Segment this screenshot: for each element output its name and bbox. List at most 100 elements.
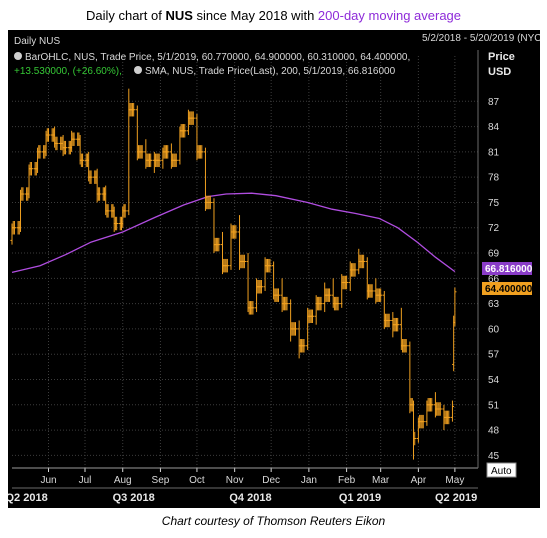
currency-axis-title: USD [488, 66, 511, 78]
ohlc-bar [38, 145, 42, 159]
x-tick-label: Feb [338, 475, 356, 486]
auto-button-label[interactable]: Auto [491, 466, 512, 477]
ohlc-bar [259, 280, 264, 294]
title-middle: since May 2018 with [192, 8, 318, 23]
ohlc-bar [379, 288, 383, 302]
ohlc-bar [89, 170, 93, 184]
price-chart: 45 48 51 54 57 60 63 66 69 72 75 78 81 84 87 Jun Jul Aug S… [8, 33, 540, 504]
x-tick-label: Sep [152, 475, 170, 486]
sma-layer [11, 192, 456, 274]
ohlc-bar [200, 145, 204, 159]
x-tick-label: Nov [226, 475, 244, 486]
ohlc-bar [12, 220, 17, 235]
auto-button-box[interactable] [486, 462, 517, 478]
y-tick-label: 51 [488, 400, 500, 411]
ohlc-bar [208, 195, 212, 210]
sma-200-line [11, 192, 456, 274]
x-tick-label: May [445, 475, 464, 486]
y-tick-label: 54 [488, 375, 500, 386]
ohlc-bar [140, 145, 144, 159]
y-tick-label: 84 [488, 122, 500, 133]
ohlc-bar [21, 187, 25, 201]
ohlc-bar [98, 187, 102, 201]
chart-caption: Chart courtesy of Thomson Reuters Eikon [161, 514, 386, 528]
auto-scale-button[interactable]: Auto [486, 462, 517, 478]
legend-clock-icon [14, 52, 22, 60]
ohlc-bar [413, 431, 417, 446]
y-tick-label: 66 [488, 274, 500, 285]
title-ticker: NUS [165, 8, 193, 23]
ohlc-bar [225, 258, 229, 273]
ohlc-legend: BarOHLC, NUS, Trade Price, 5/1/2019, 60.… [14, 52, 410, 63]
y-tick-label: 69 [488, 249, 500, 260]
title-moving-average: 200-day moving average [317, 8, 462, 23]
ohlc-bar [396, 317, 400, 332]
title-prefix: Daily chart of [85, 8, 166, 23]
ohlc-bar [450, 400, 455, 422]
ohlc-bar [80, 153, 85, 168]
ohlc-legend-text: BarOHLC, NUS, Trade Price, 5/1/2019, 60.… [25, 52, 410, 63]
quarter-label: Q2 2019 [435, 492, 477, 504]
price-axis-title: Price [488, 51, 515, 63]
ohlc-bar [293, 322, 298, 336]
y-tick-label: 75 [488, 198, 500, 209]
ohlc-bar [370, 284, 374, 298]
quarter-label: Q2 2018 [8, 492, 48, 504]
ohlc-bar [191, 111, 195, 125]
x-tick-label: Apr [411, 475, 427, 486]
x-tick-label: Jan [301, 475, 317, 486]
y-tick-label: 63 [488, 299, 500, 310]
ohlc-bar [217, 237, 221, 252]
x-tick-label: Mar [372, 475, 390, 486]
ohlc-bar [183, 124, 187, 138]
ohlc-bar [149, 153, 153, 168]
ohlc-bar [387, 313, 391, 328]
axis-layer: 45 48 51 54 57 60 63 66 69 72 75 78 81 84 87 Jun Jul Aug S… [8, 50, 500, 504]
ohlc-bar [344, 275, 349, 290]
quarter-label: Q4 2018 [229, 492, 271, 504]
ohlc-bar [63, 140, 68, 155]
ohlc-bar [327, 288, 332, 302]
x-tick-label: Jul [79, 475, 92, 486]
ohlc-bar [166, 145, 170, 159]
x-tick-label: Jun [40, 475, 56, 486]
price-change-text: +13.530000, (+26.60%), [14, 66, 122, 77]
ohlc-bar [55, 136, 59, 151]
ohlc-bar [242, 254, 246, 269]
y-tick-label: 81 [488, 147, 500, 158]
x-tick-label: Aug [114, 475, 132, 486]
ohlc-bar [46, 128, 51, 142]
sma-badge-box [482, 262, 532, 275]
price-badge-box [482, 282, 532, 295]
chart-name-label: Daily NUS [14, 36, 60, 47]
ohlc-bar [72, 132, 76, 146]
y-tick-label: 57 [488, 350, 500, 361]
sma-badge-value: 66.816000 [485, 264, 533, 275]
ohlc-bar [132, 102, 136, 117]
ohlc-bar [285, 296, 289, 311]
ohlc-bar [115, 216, 119, 231]
y-tick-label: 87 [488, 97, 500, 108]
sma-legend-clock-icon [134, 66, 142, 74]
ohlc-bar [106, 204, 110, 218]
y-tick-label: 78 [488, 173, 500, 184]
ohlc-bars-layer [10, 88, 457, 460]
sma-value-badge: 66.816000 [482, 262, 533, 275]
price-badge-value: 64.400000 [485, 284, 533, 295]
ohlc-bar [174, 153, 178, 168]
x-tick-label: Dec [262, 475, 280, 486]
date-range-label: 5/2/2018 - 5/20/2019 (NYC) [422, 33, 540, 44]
ohlc-bar [447, 410, 451, 425]
ohlc-bar [421, 414, 425, 429]
chart-title: Daily chart of NUS since May 2018 with 2… [0, 8, 547, 23]
y-tick-label: 60 [488, 324, 500, 335]
ohlc-bar [404, 339, 408, 353]
ohlc-bar [29, 161, 34, 176]
ohlc-bar [302, 339, 306, 353]
sma-legend: SMA, NUS, Trade Price(Last), 200, 5/1/20… [134, 66, 396, 77]
ohlc-bar [123, 204, 127, 218]
grid-layer [12, 56, 478, 468]
ohlc-bar [268, 258, 272, 273]
ohlc-bar [157, 153, 161, 168]
ohlc-bar [336, 296, 340, 311]
